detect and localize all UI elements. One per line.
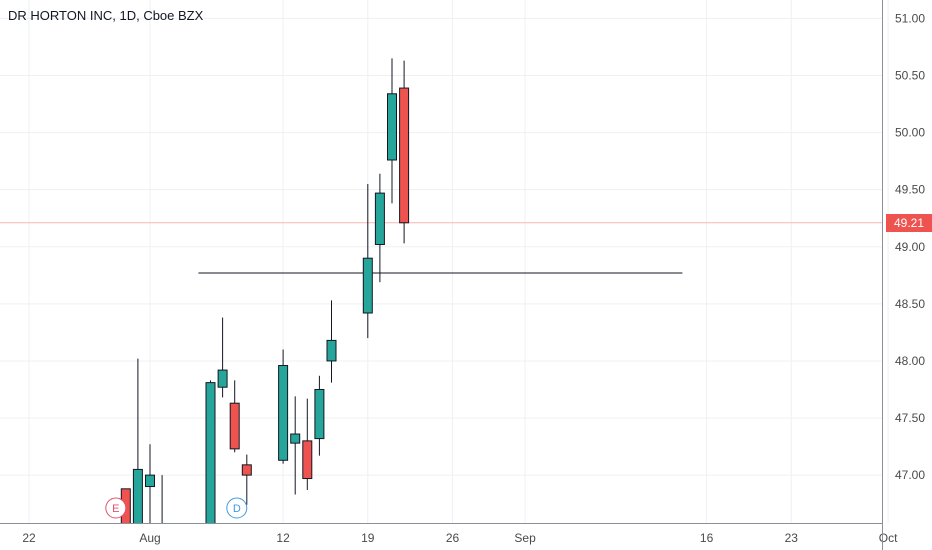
candle bbox=[145, 444, 155, 523]
candle bbox=[374, 173, 385, 283]
candle-body-up bbox=[205, 382, 216, 523]
candle bbox=[194, 527, 203, 538]
candle-body-up bbox=[145, 474, 155, 488]
candle-body-up bbox=[194, 532, 203, 533]
x-tick-label: 19 bbox=[361, 531, 375, 545]
candle-body-up bbox=[217, 369, 228, 388]
candle-body-down bbox=[229, 402, 240, 450]
candle-body-up bbox=[362, 257, 373, 314]
candle-body-up bbox=[290, 433, 301, 444]
candle bbox=[241, 454, 252, 505]
candle-body-up bbox=[314, 388, 325, 440]
earnings-marker[interactable]: E bbox=[105, 497, 127, 519]
x-tick-label: 16 bbox=[700, 531, 714, 545]
candle-body-up bbox=[326, 339, 337, 362]
x-tick-label: 22 bbox=[22, 531, 36, 545]
candle bbox=[326, 300, 337, 383]
candle bbox=[205, 380, 216, 523]
y-tick-label: 51.00 bbox=[895, 11, 925, 25]
candle-body-up bbox=[387, 93, 397, 161]
y-tick-label: 50.00 bbox=[895, 126, 925, 140]
candle bbox=[278, 349, 289, 464]
chart-title: DR HORTON INC, 1D, Cboe BZX bbox=[8, 8, 204, 23]
y-tick-label: 48.00 bbox=[895, 354, 925, 368]
candle-body-up bbox=[374, 192, 385, 245]
candle-body-down bbox=[302, 440, 313, 480]
marker-circle bbox=[226, 497, 248, 519]
y-tick-label: 47.50 bbox=[895, 411, 925, 425]
candle bbox=[302, 398, 313, 490]
candle bbox=[132, 358, 143, 523]
y-tick-label: 48.50 bbox=[895, 297, 925, 311]
candle bbox=[290, 396, 301, 495]
x-tick-label: 26 bbox=[446, 531, 460, 545]
candle bbox=[217, 317, 228, 398]
x-tick-label: 12 bbox=[276, 531, 290, 545]
x-tick-label: Aug bbox=[139, 531, 160, 545]
candle bbox=[387, 58, 397, 204]
candle-body-up bbox=[132, 468, 143, 523]
x-tick-label: Oct bbox=[879, 531, 898, 545]
marker-label: D bbox=[233, 503, 241, 515]
y-tick-label: 47.00 bbox=[895, 468, 925, 482]
candle bbox=[161, 475, 163, 523]
x-tick-label: 23 bbox=[785, 531, 799, 545]
candle-body-down bbox=[120, 488, 131, 523]
marker-circle bbox=[105, 497, 127, 519]
candle bbox=[229, 380, 240, 453]
candle bbox=[362, 183, 373, 339]
y-tick-label: 49.00 bbox=[895, 240, 925, 254]
candle-body-down bbox=[241, 464, 252, 476]
y-tick-label: 49.50 bbox=[895, 183, 925, 197]
x-tick-label: Sep bbox=[514, 531, 536, 545]
candle bbox=[314, 375, 325, 456]
dividend-marker[interactable]: D bbox=[226, 497, 248, 519]
last-price-tag: 49.21 bbox=[886, 213, 932, 232]
y-tick-label: 50.50 bbox=[895, 69, 925, 83]
candle bbox=[120, 488, 131, 523]
candle-body-up bbox=[278, 365, 289, 461]
candle bbox=[399, 60, 410, 244]
marker-label: E bbox=[112, 503, 119, 515]
candle-body-down bbox=[399, 87, 410, 224]
